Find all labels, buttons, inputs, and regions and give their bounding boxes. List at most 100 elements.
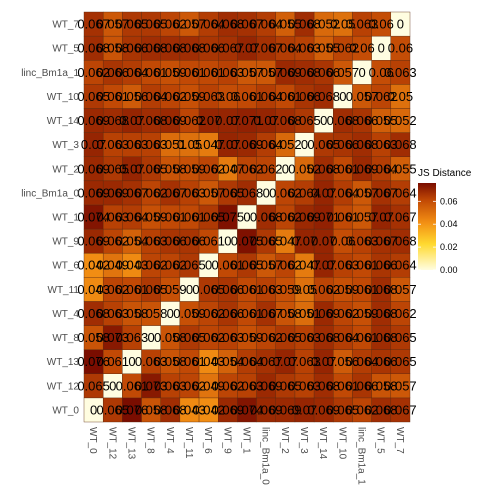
cell-value-label: 0.063 — [288, 41, 321, 56]
cell-value-label: 0.064 — [250, 89, 283, 104]
cell-value-label: 0.058 — [116, 306, 149, 321]
cell-value-label: 0.064 — [346, 354, 379, 369]
cell-value-label: 0.061 — [116, 282, 149, 297]
row-tick-label: WT_8 — [52, 333, 79, 344]
cell-value-label: 0.059 — [154, 282, 187, 297]
cell-value-label: 0.043 — [77, 282, 110, 297]
heatmap-cells — [83, 11, 411, 423]
cell-value-label: 0.068 — [135, 113, 168, 128]
cell-value-label: 0.052 — [288, 161, 321, 176]
cell-value-label: 0.042 — [192, 402, 225, 417]
cell-value-label: 0.068 — [365, 282, 398, 297]
cell-value-label: 0.062 — [135, 185, 168, 200]
cell-value-label: 0.057 — [346, 89, 379, 104]
cell-value-label: 0.063 — [346, 234, 379, 249]
cell-value-label: 0.07 — [311, 258, 336, 273]
column-tick-label: WT_11 — [183, 427, 194, 459]
cell-value-label: 0.063 — [135, 354, 168, 369]
row-labels: WT_0 WT_12 WT_13 WT_8 WT_4 WT_11 WT_6 WT_9 WT_1 l… — [21, 20, 79, 417]
cell-value-label: 0.06 — [330, 234, 355, 249]
cell-value-label: 0.055 — [365, 113, 398, 128]
cell-value-label: 0.058 — [365, 378, 398, 393]
column-tick-label: linc_Bm1a_1 — [356, 427, 367, 485]
cell-value-label: 0.069 — [346, 161, 379, 176]
cell-value-label: 0.07 — [254, 113, 279, 128]
cell-value-label: 0.068 — [327, 113, 360, 128]
cell-value-label: 0.069 — [231, 137, 264, 152]
column-tick-label: WT_9 — [221, 427, 232, 454]
cell-value-label: 0.043 — [173, 402, 206, 417]
cell-value-label: 0.059 — [231, 330, 264, 345]
column-tick-label: WT_6 — [202, 427, 213, 454]
cell-value-label: 0.057 — [96, 17, 129, 32]
cell-value-label: 0.065 — [250, 234, 283, 249]
cell-value-label: 0.057 — [192, 185, 225, 200]
column-tick-label: WT_0 — [87, 427, 98, 454]
cell-value-label: 0 — [148, 330, 155, 345]
cell-value-label: 0.062 — [154, 258, 187, 273]
cell-value-label: 0.066 — [288, 89, 321, 104]
column-tick-label: WT_3 — [298, 427, 309, 454]
cell-value-label: 0.064 — [135, 89, 168, 104]
cell-value-label: 0.057 — [346, 210, 379, 225]
cell-value-label: 0.068 — [307, 330, 340, 345]
cell-value-label: 0.066 — [212, 306, 245, 321]
cell-value-label: 0.058 — [135, 402, 168, 417]
cell-value-label: 0.069 — [269, 65, 302, 80]
cell-value-label: 0 — [243, 210, 250, 225]
cell-value-label: 0.062 — [307, 282, 340, 297]
cell-value-label: 0.068 — [365, 330, 398, 345]
color-legend: JS Distance 0.00 0.02 0.04 0.06 — [418, 168, 472, 275]
cell-value-label: 0.065 — [231, 258, 264, 273]
cell-value-label: 0.061 — [327, 378, 360, 393]
cell-value-label: 0.066 — [346, 378, 379, 393]
cell-value-label: 0.051 — [154, 137, 187, 152]
cell-value-label: 0.064 — [269, 41, 302, 56]
cell-value-label: 0.064 — [116, 65, 149, 80]
cell-value-label: 0.061 — [269, 89, 302, 104]
cell-value-label: 0.066 — [307, 65, 340, 80]
cell-value-label: 0.057 — [173, 17, 206, 32]
cell-value-label: 0.047 — [269, 234, 302, 249]
cell-value-label: 0 — [263, 185, 270, 200]
cell-value-label: 0.068 — [269, 113, 302, 128]
cell-value-label: 0.059 — [173, 89, 206, 104]
column-tick-label: WT_2 — [279, 427, 290, 454]
cell-value-label: 0.05 — [177, 137, 202, 152]
cell-value-label: 0.068 — [346, 137, 379, 152]
legend-tick-label: 0.00 — [440, 265, 458, 275]
row-tick-label: WT_2 — [52, 164, 79, 175]
cell-value-label: 0 — [301, 137, 308, 152]
cell-value-label: 0.063 — [288, 354, 321, 369]
cell-value-label: 0.052 — [384, 113, 417, 128]
cell-value-label: 0.067 — [116, 185, 149, 200]
cell-value-label: 0.065 — [135, 282, 168, 297]
cell-value-label: 0.061 — [173, 65, 206, 80]
cell-value-label: 0.065 — [96, 402, 129, 417]
cell-value-label: 0 — [128, 354, 135, 369]
cell-value-label: 0.063 — [250, 282, 283, 297]
legend-ticks: 0.00 0.02 0.04 0.06 — [418, 196, 458, 275]
cell-value-label: 0.061 — [212, 258, 245, 273]
cell-value-label: 0.062 — [250, 161, 283, 176]
cell-value-label: 0.063 — [346, 17, 379, 32]
cell-value-label: 0.064 — [250, 137, 283, 152]
cell-value-label: 0.068 — [154, 41, 187, 56]
cell-value-label: 0.068 — [365, 306, 398, 321]
cell-value-label: 0.049 — [96, 258, 129, 273]
cell-value-label: 0.061 — [231, 306, 264, 321]
cell-value-label: 0.066 — [365, 354, 398, 369]
cell-value-label: 0.063 — [231, 378, 264, 393]
cell-value-label: 0.07 — [119, 161, 144, 176]
cell-value-label: 0.066 — [212, 282, 245, 297]
cell-value-label: 0.063 — [365, 137, 398, 152]
cell-value-label: 0.067 — [365, 234, 398, 249]
cell-value-label: 0 — [224, 234, 231, 249]
column-tick-label: linc_Bm1a_0 — [260, 427, 271, 485]
cell-value-label: 0.069 — [212, 402, 245, 417]
cell-value-label: 0.07 — [311, 354, 336, 369]
cell-value-label: 0.067 — [384, 402, 417, 417]
cell-value-label: 0.06 — [369, 65, 394, 80]
cell-value-label: 0.063 — [212, 65, 245, 80]
